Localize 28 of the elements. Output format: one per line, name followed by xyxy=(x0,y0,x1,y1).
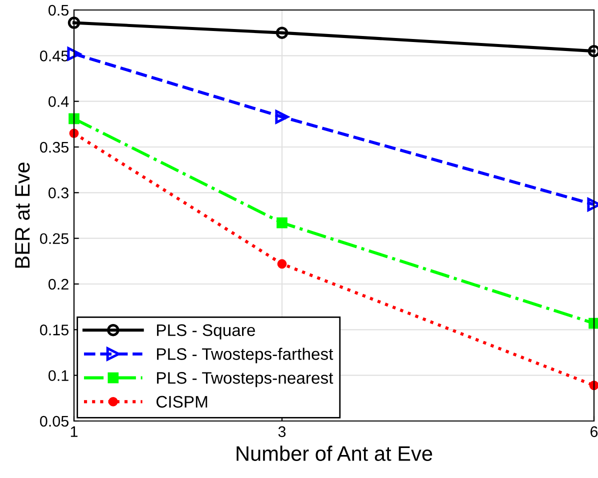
y-tick-label: 0.05 xyxy=(40,416,68,427)
legend-label: PLS - Square xyxy=(157,324,255,340)
y-tick-label: 0.3 xyxy=(48,188,68,198)
y-axis-title: BER at Eve xyxy=(15,162,30,268)
legend-label: CISPM xyxy=(156,396,208,408)
point xyxy=(276,26,288,39)
point xyxy=(588,318,598,329)
x-axis-title: Number of Ant at Eve xyxy=(236,446,432,461)
point xyxy=(68,113,80,124)
y-tick-label: 0.15 xyxy=(40,324,68,336)
y-tick-label: 0.5 xyxy=(48,4,68,16)
point xyxy=(69,128,79,138)
y-tick-label: 0.1 xyxy=(48,370,68,382)
point xyxy=(67,47,81,61)
y-tick-label: 0.35 xyxy=(40,142,68,153)
legend-label: PLS - Twosteps-farthest xyxy=(157,348,334,364)
point xyxy=(68,16,80,29)
x-tick-label: 6 xyxy=(590,426,598,438)
point xyxy=(275,110,289,124)
point xyxy=(277,259,287,269)
y-tick-label: 0.2 xyxy=(48,278,68,290)
y-tick-label: 0.25 xyxy=(40,233,68,244)
x-tick-label: 1 xyxy=(70,426,78,437)
y-tick-label: 0.4 xyxy=(48,96,69,108)
point xyxy=(589,380,598,390)
legend-label: PLS - Twosteps-nearest xyxy=(157,372,334,388)
x-tick-label: 3 xyxy=(278,426,286,438)
point xyxy=(276,217,288,228)
